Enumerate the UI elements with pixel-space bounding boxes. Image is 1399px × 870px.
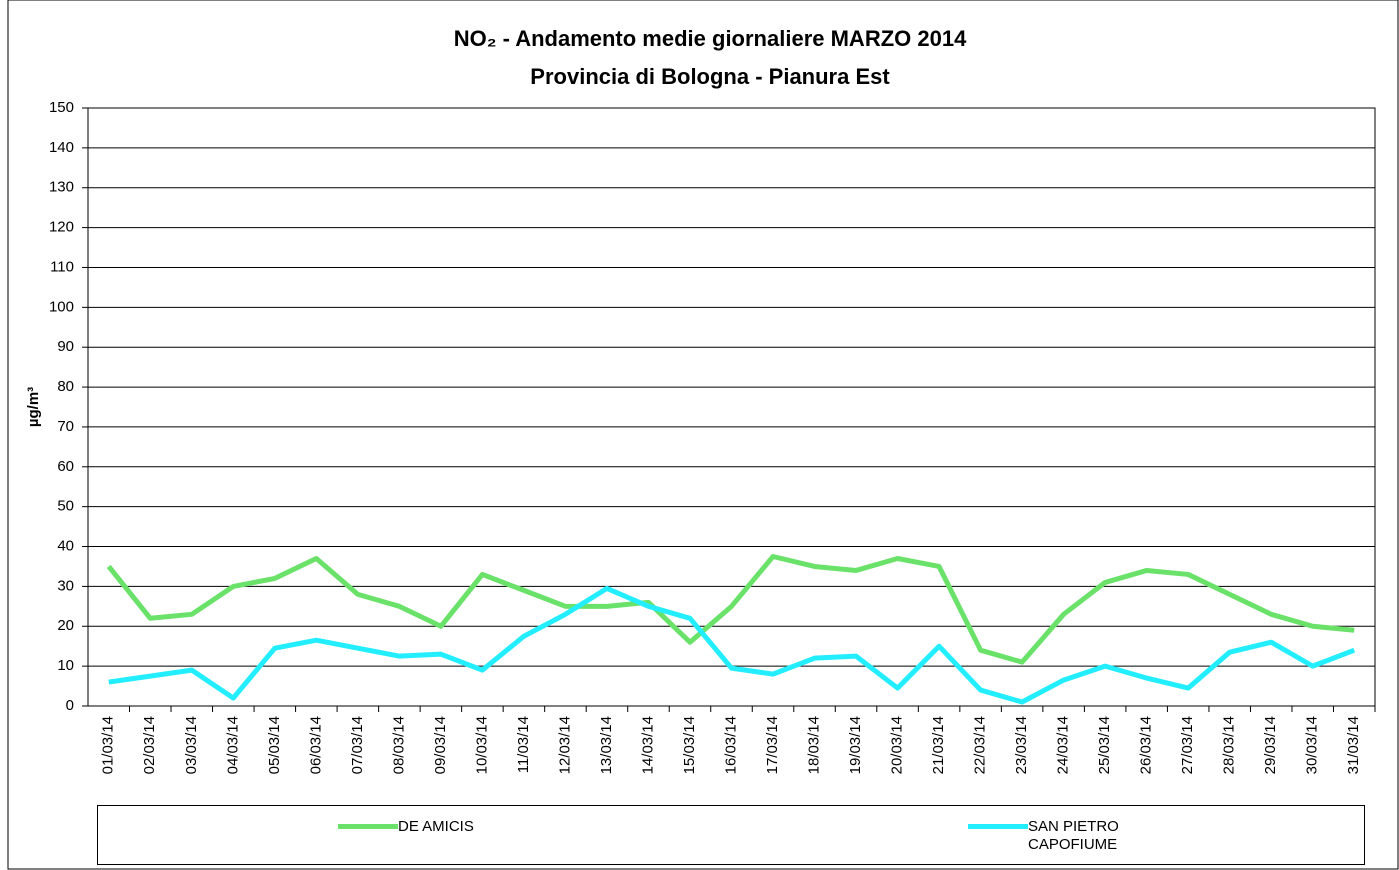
- chart-border: [7, 0, 1399, 870]
- x-tick-label: 01/03/14: [100, 716, 117, 774]
- x-tick-label: 13/03/14: [598, 716, 615, 774]
- x-tick-label: 17/03/14: [764, 716, 781, 774]
- y-tick-label: 90: [57, 338, 74, 355]
- x-tick-label: 14/03/14: [639, 716, 656, 774]
- x-tick-label: 15/03/14: [681, 716, 698, 774]
- x-tick-label: 25/03/14: [1096, 716, 1113, 774]
- x-tick-label: 22/03/14: [972, 716, 989, 774]
- y-tick-label: 130: [49, 179, 74, 196]
- legend-item: DE AMICIS: [338, 818, 528, 836]
- x-tick-label: 03/03/14: [183, 716, 200, 774]
- y-tick-label: 80: [57, 378, 74, 395]
- chart-subtitle: Provincia di Bologna - Pianura Est: [530, 64, 890, 89]
- legend-label: SAN PIETRO CAPOFIUME: [1028, 818, 1119, 853]
- x-tick-label: 31/03/14: [1345, 716, 1362, 774]
- x-tick-label: 05/03/14: [266, 716, 283, 774]
- x-tick-label: 09/03/14: [432, 716, 449, 774]
- x-tick-label: 19/03/14: [847, 716, 864, 774]
- legend-item: SAN PIETRO CAPOFIUME: [968, 818, 1158, 854]
- x-tick-label: 23/03/14: [1013, 716, 1030, 774]
- x-tick-label: 18/03/14: [806, 716, 823, 774]
- x-tick-label: 26/03/14: [1138, 716, 1155, 774]
- y-tick-label: 50: [57, 498, 74, 515]
- x-tick-label: 12/03/14: [556, 716, 573, 774]
- y-tick-label: 100: [49, 298, 74, 315]
- y-tick-label: 10: [57, 657, 74, 674]
- x-tick-label: 20/03/14: [889, 716, 906, 774]
- x-tick-label: 24/03/14: [1055, 716, 1072, 774]
- series-line: [106, 554, 1355, 665]
- y-tick-label: 40: [57, 538, 74, 555]
- y-tick-label: 120: [49, 219, 74, 236]
- x-tick-label: 06/03/14: [307, 716, 324, 774]
- x-tick-label: 07/03/14: [349, 716, 366, 774]
- legend: DE AMICIS SAN PIETRO CAPOFIUME: [97, 805, 1365, 865]
- x-tick-label: 30/03/14: [1304, 716, 1321, 774]
- x-tick-label: 28/03/14: [1221, 716, 1238, 774]
- y-tick-label: 70: [57, 418, 74, 435]
- x-tick-label: 10/03/14: [473, 716, 490, 774]
- y-tick-label: 140: [49, 139, 74, 156]
- x-tick-label: 04/03/14: [224, 716, 241, 774]
- y-tick-label: 60: [57, 458, 74, 475]
- y-tick-label: 110: [50, 258, 74, 275]
- y-tick-label: 0: [66, 697, 74, 714]
- series-line: [108, 585, 1356, 705]
- x-tick-label: 11/03/14: [515, 716, 532, 773]
- chart-title: NO₂ - Andamento medie giornaliere MARZO …: [454, 26, 967, 51]
- x-tick-label: 16/03/14: [722, 716, 739, 774]
- y-tick-label: 20: [57, 617, 74, 634]
- x-tick-label: 29/03/14: [1262, 716, 1279, 774]
- y-tick-label: 150: [49, 99, 74, 116]
- legend-swatch: [968, 824, 1028, 829]
- plot-border: [87, 107, 1376, 707]
- x-tick-label: 27/03/14: [1179, 716, 1196, 774]
- x-tick-label: 02/03/14: [141, 716, 158, 774]
- legend-label: DE AMICIS: [398, 818, 474, 835]
- x-tick-label: 21/03/14: [930, 716, 947, 774]
- x-tick-label: 08/03/14: [390, 716, 407, 774]
- y-axis-label: µg/m³: [25, 387, 42, 427]
- y-tick-label: 30: [57, 577, 74, 594]
- legend-swatch: [338, 824, 398, 829]
